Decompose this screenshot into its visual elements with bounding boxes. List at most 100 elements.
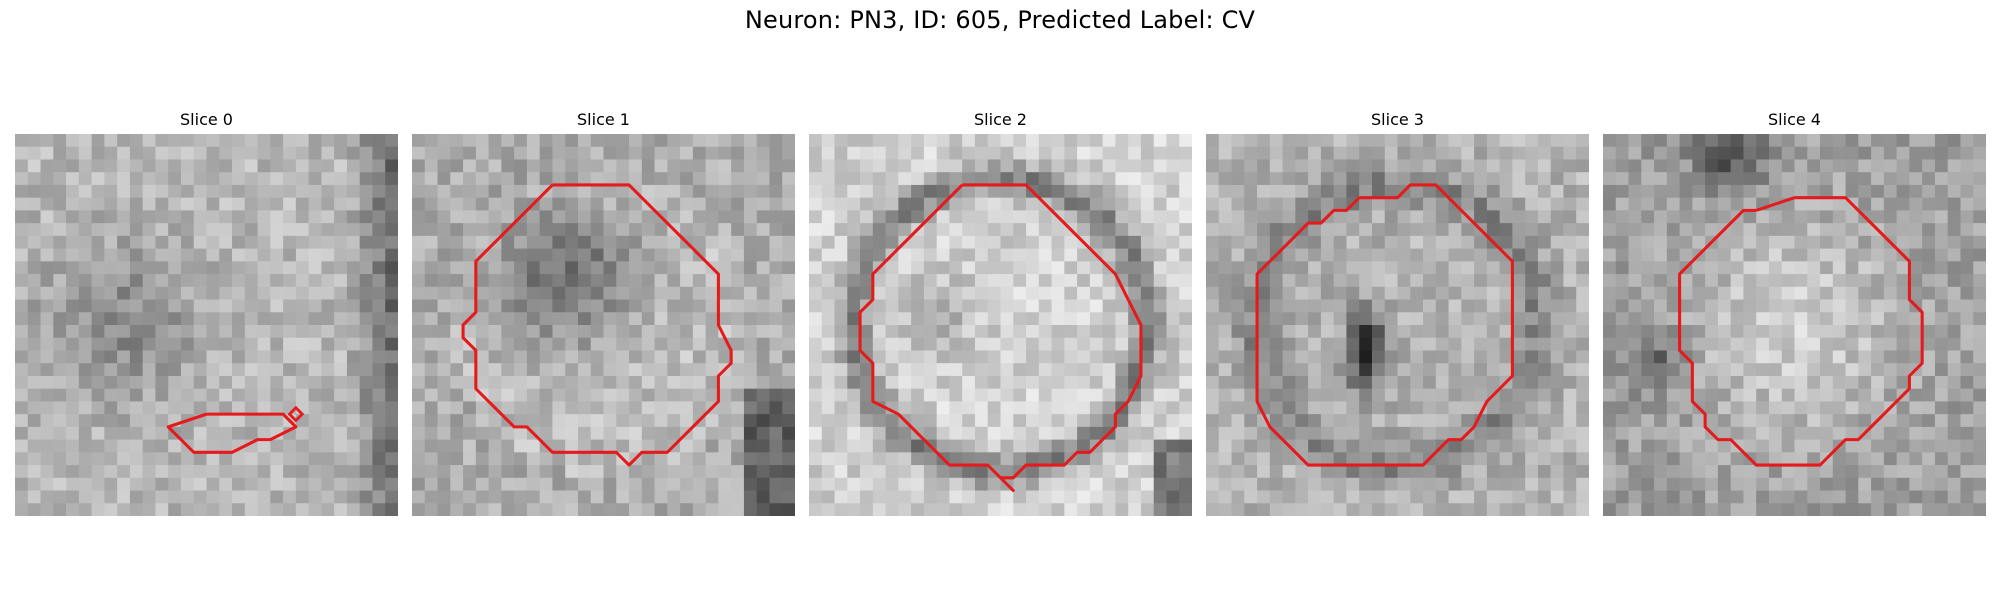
- pixel: [155, 312, 169, 326]
- pixel: [1603, 439, 1617, 453]
- pixel: [308, 286, 322, 300]
- pixel: [283, 261, 297, 275]
- pixel: [743, 363, 758, 377]
- pixel: [667, 248, 681, 262]
- pixel: [1922, 401, 1936, 415]
- pixel: [1026, 223, 1040, 237]
- pixel: [552, 299, 566, 313]
- pixel: [1717, 325, 1732, 339]
- pixel: [1603, 312, 1617, 326]
- pixel: [692, 261, 707, 275]
- pixel: [834, 465, 848, 479]
- pixel: [616, 350, 630, 364]
- pixel: [437, 223, 451, 237]
- pixel: [1435, 248, 1449, 262]
- pixel: [847, 274, 861, 288]
- pixel: [1563, 439, 1577, 453]
- pixel: [142, 490, 156, 504]
- pixel: [1206, 401, 1220, 415]
- pixel: [1883, 159, 1898, 173]
- pixel: [847, 414, 861, 428]
- pixel: [1550, 414, 1564, 428]
- pixel: [168, 197, 182, 211]
- pixel: [27, 465, 41, 479]
- pixel: [616, 299, 630, 313]
- pixel: [1512, 337, 1526, 351]
- pixel: [53, 414, 67, 428]
- pixel: [1461, 452, 1475, 466]
- pixel: [1333, 439, 1347, 453]
- pixel: [475, 490, 489, 504]
- pixel: [1960, 223, 1974, 237]
- pixel: [1231, 426, 1245, 440]
- pixel: [1371, 299, 1386, 313]
- pixel: [962, 312, 976, 326]
- pixel: [731, 350, 745, 364]
- pixel: [1909, 146, 1923, 160]
- pixel: [412, 146, 426, 160]
- pixel: [705, 325, 719, 339]
- pixel: [577, 375, 592, 390]
- pixel: [385, 426, 398, 440]
- pixel: [1384, 299, 1398, 313]
- pixel: [898, 159, 912, 173]
- pixel: [412, 477, 426, 491]
- pixel: [756, 503, 770, 516]
- pixel: [1077, 350, 1091, 364]
- pixel: [385, 414, 398, 428]
- pixel: [1153, 197, 1167, 211]
- pixel: [1960, 184, 1974, 199]
- pixel: [206, 223, 220, 237]
- pixel: [1051, 184, 1065, 199]
- pixel: [514, 286, 528, 300]
- pixel: [475, 235, 489, 249]
- pixel: [1102, 363, 1116, 377]
- pixel: [1947, 172, 1961, 186]
- pixel: [885, 197, 899, 211]
- pixel: [872, 375, 886, 390]
- pixel: [219, 452, 233, 466]
- pixel: [526, 363, 541, 377]
- pixel: [1705, 401, 1719, 415]
- pixel: [847, 197, 861, 211]
- pixel: [142, 439, 156, 453]
- pixel: [1244, 261, 1258, 275]
- pixel: [1641, 465, 1655, 479]
- pixel: [1051, 388, 1065, 402]
- pixel: [1973, 414, 1986, 428]
- pixel: [78, 261, 92, 275]
- pixel: [219, 172, 233, 186]
- pixel: [1166, 503, 1180, 516]
- pixel: [168, 172, 182, 186]
- pixel: [692, 210, 707, 224]
- pixel: [1308, 146, 1322, 160]
- pixel: [641, 184, 655, 199]
- pixel: [1102, 159, 1116, 173]
- pixel: [1807, 286, 1821, 300]
- pixel: [501, 312, 515, 326]
- pixel: [27, 363, 41, 377]
- pixel: [40, 261, 54, 275]
- pixel: [1628, 426, 1642, 440]
- pixel: [680, 363, 694, 377]
- pixel: [295, 414, 310, 428]
- pixel: [526, 274, 541, 288]
- pixel: [1231, 146, 1245, 160]
- pixel: [949, 210, 963, 224]
- pixel: [743, 159, 758, 173]
- pixel: [1807, 299, 1821, 313]
- pixel: [1883, 312, 1898, 326]
- pixel: [1666, 274, 1680, 288]
- pixel: [1206, 223, 1220, 237]
- pixel: [756, 439, 770, 453]
- pixel: [1320, 235, 1335, 249]
- pixel: [1038, 388, 1052, 402]
- pixel: [450, 210, 464, 224]
- pixel: [654, 350, 668, 364]
- pixel: [1474, 452, 1488, 466]
- pixel: [756, 286, 770, 300]
- pixel: [974, 401, 989, 415]
- pixel: [667, 452, 681, 466]
- pixel: [923, 184, 938, 199]
- pixel: [1717, 375, 1732, 390]
